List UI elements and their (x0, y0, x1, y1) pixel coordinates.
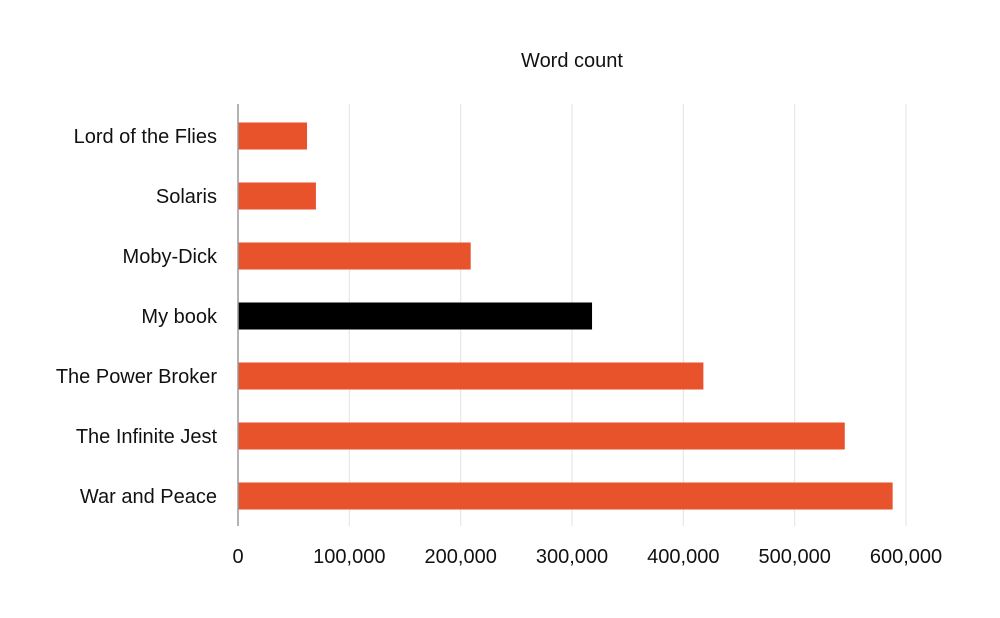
x-tick-label: 200,000 (425, 546, 497, 568)
category-label: Lord of the Flies (74, 126, 217, 148)
bar (238, 362, 704, 390)
category-label: Solaris (156, 186, 217, 208)
category-label: The Power Broker (56, 366, 218, 388)
x-tick-labels: 0 100,000 200,000 300,000 400,000 500,000 600,… (232, 546, 942, 568)
x-tick-label: 0 (232, 546, 243, 568)
bar-highlighted (238, 302, 593, 330)
category-labels: Lord of the Flies Solaris Moby-Dick My book… (56, 126, 218, 508)
bars (238, 122, 893, 510)
bar (238, 242, 471, 270)
category-label: My book (141, 306, 218, 328)
x-tick-label: 400,000 (647, 546, 719, 568)
x-tick-label: 300,000 (536, 546, 608, 568)
bar (238, 482, 893, 510)
x-tick-label: 500,000 (759, 546, 831, 568)
category-label: The Infinite Jest (76, 426, 218, 448)
bar (238, 182, 316, 210)
chart-title: Word count (521, 50, 623, 72)
category-label: War and Peace (80, 486, 217, 508)
category-label: Moby-Dick (123, 246, 218, 268)
bar (238, 122, 308, 150)
x-tick-label: 100,000 (313, 546, 385, 568)
x-tick-label: 600,000 (870, 546, 942, 568)
bar (238, 422, 845, 450)
